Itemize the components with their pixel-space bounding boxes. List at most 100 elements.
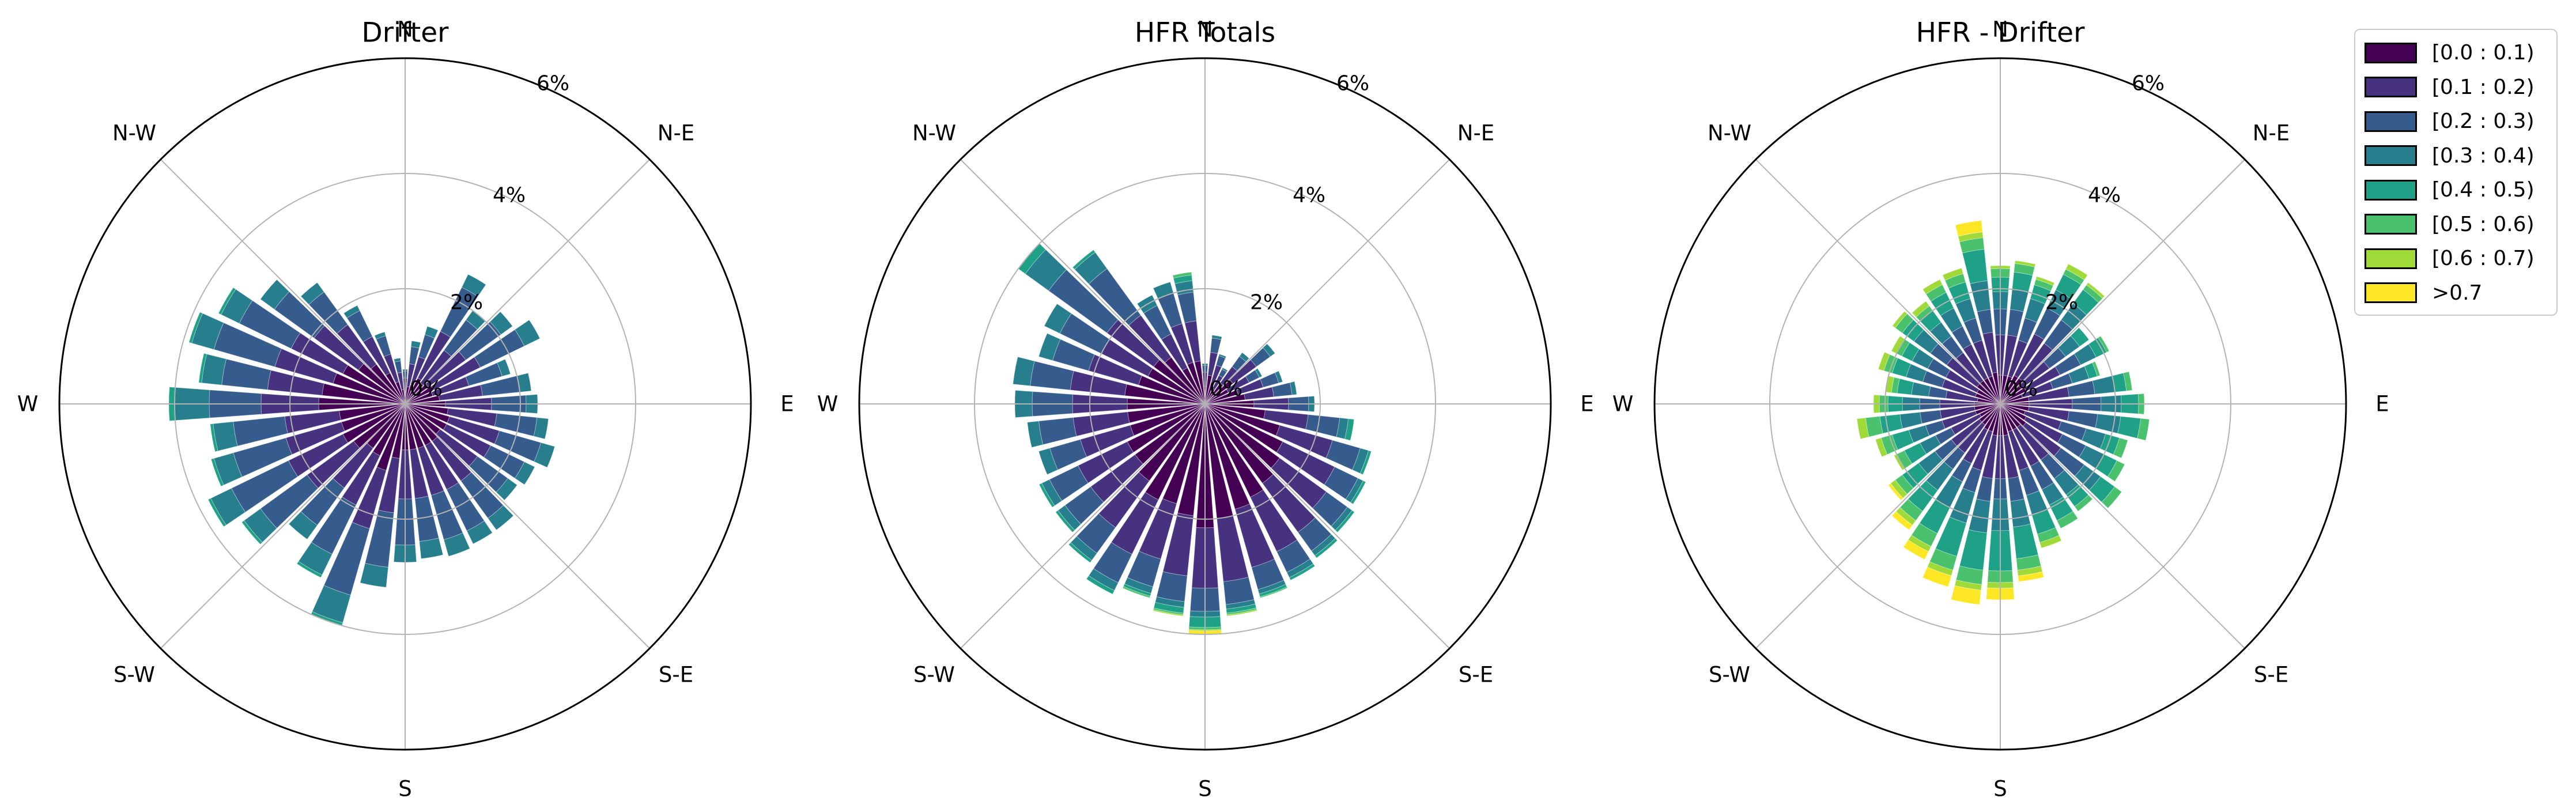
grid-spoke (160, 403, 406, 649)
rose-bar-sector (313, 325, 364, 371)
rose-bar-sector (1305, 414, 1340, 437)
rose-bar-sector (1048, 269, 1119, 334)
rose-bar-sector (2023, 416, 2063, 443)
rose-bar-sector (1929, 343, 1954, 366)
rose-bar-sector (1908, 480, 1939, 512)
rose-bar-sector (210, 423, 218, 452)
direction-label-nw: N-W (912, 121, 956, 146)
rose-bar-sector (2010, 289, 2029, 312)
rose-bar-sector (1218, 369, 1227, 379)
rose-bar-sector (2023, 366, 2061, 392)
rose-bar-sector (383, 353, 399, 384)
rose-bar-sector (260, 279, 290, 310)
rose-bar-sector (2050, 373, 2073, 390)
rose-bar-sector (1055, 510, 1075, 533)
rose-bar-sector (1982, 332, 1997, 374)
rose-bar-sector (1920, 410, 1942, 424)
rose-bar-sector (447, 416, 500, 445)
legend-color-patch (2365, 145, 2417, 167)
rose-bar-sector (489, 311, 513, 335)
rose-bar-sector (2056, 511, 2079, 529)
rose-bar-sector (514, 461, 535, 485)
rose-bar-sector (496, 478, 518, 501)
legend-color-patch (2365, 179, 2417, 201)
radial-tick-label-0pct: 0% (2005, 377, 2038, 401)
rose-bar-sector (494, 430, 542, 462)
rose-bar-sector (210, 487, 246, 526)
rose-bar-sector (2049, 496, 2073, 521)
rose-bar-sector (1344, 418, 1355, 441)
rose-bar-sector (333, 373, 406, 404)
legend-color-patch (2365, 282, 2417, 304)
rose-bar-sector (1251, 558, 1285, 590)
rose-bar-sector (2003, 335, 2018, 377)
rose-bar-sector (2040, 453, 2065, 479)
rose-bar-sector (1086, 575, 1115, 595)
rose-bar-sector (1127, 403, 1206, 453)
rose-bar-sector (231, 460, 299, 513)
rose-bar-sector (1027, 421, 1044, 448)
rose-bar-sector (1891, 429, 1914, 451)
rose-bar-sector (1226, 609, 1257, 617)
rose-bar-sector (1345, 478, 1364, 503)
rose-bar-sector (1976, 476, 1993, 502)
grid-spoke (1755, 159, 2001, 404)
rose-bar-sector (1984, 403, 2001, 430)
rose-bar-sector (1259, 587, 1288, 599)
grid-spoke (405, 159, 650, 404)
rose-bar-sector (213, 421, 238, 452)
grid-spoke (2000, 403, 2245, 649)
rose-bar-sector (432, 436, 472, 482)
rose-bar-sector (1925, 461, 1954, 491)
grid-ring-4pct (174, 173, 636, 635)
rose-bar-sector (2017, 565, 2043, 576)
rose-bar-sector (2041, 482, 2064, 506)
rose-bar-sector (1249, 489, 1298, 553)
rose-bar-sector (1072, 411, 1130, 437)
rose-bar-sector (1955, 298, 1977, 323)
rose-bar-sector (2092, 375, 2116, 395)
rose-bars (1013, 243, 1372, 635)
rose-bar-sector (2073, 343, 2097, 365)
radial-tick-label-4pct: 4% (2088, 184, 2121, 207)
rose-bar-sector (1074, 252, 1108, 285)
rose-bar-sector (2095, 413, 2121, 434)
rose-bar-sector (430, 490, 463, 540)
rose-bar-sector (1025, 249, 1067, 292)
rose-bar-sector (1895, 313, 1914, 334)
rose-bar-sector (2122, 371, 2133, 391)
radial-tick-label-0pct: 0% (1210, 377, 1242, 401)
rose-bar-sector (1922, 566, 1952, 587)
polar-grid (858, 57, 1552, 751)
rose-bar-sector (2086, 282, 2105, 299)
rose-bar-sector (1942, 335, 1964, 359)
rose-bar-sector (2057, 335, 2080, 357)
radial-tick-label-6pct: 6% (2132, 72, 2165, 96)
rose-bar-sector (2019, 466, 2040, 496)
rose-bar-sector (1162, 403, 1206, 504)
rose-bar-sector (1093, 542, 1132, 584)
rose-bar-sector (1959, 237, 1985, 254)
radial-tick-label-6pct: 6% (537, 72, 569, 96)
rose-bar-sector (2057, 421, 2087, 441)
rose-bar-sector (2010, 498, 2031, 528)
rose-bar-sector (461, 274, 486, 297)
rose-bar-sector (188, 312, 203, 344)
rose-bar-sector (1955, 220, 1983, 237)
rose-bar-sector (1971, 429, 1993, 471)
rose-bar-sector (260, 474, 319, 529)
rose-bar-sector (1153, 602, 1185, 614)
rose-bar-sector (1925, 420, 1946, 436)
rose-bar-sector (1106, 319, 1160, 368)
rose-bar-sector (1351, 448, 1369, 474)
rose-bar-sector (440, 286, 478, 338)
rose-bar-sector (1954, 579, 1982, 591)
rose-bar-sector (207, 498, 227, 527)
rose-bar-sector (1260, 372, 1279, 388)
rose-bar-sector (2012, 523, 2039, 560)
rose-bar-sector (1274, 371, 1283, 384)
rose-bar-sector (494, 413, 538, 437)
rose-bar-sector (410, 356, 426, 386)
direction-label-w: W (817, 392, 838, 417)
direction-label-s: S (1993, 777, 2007, 802)
